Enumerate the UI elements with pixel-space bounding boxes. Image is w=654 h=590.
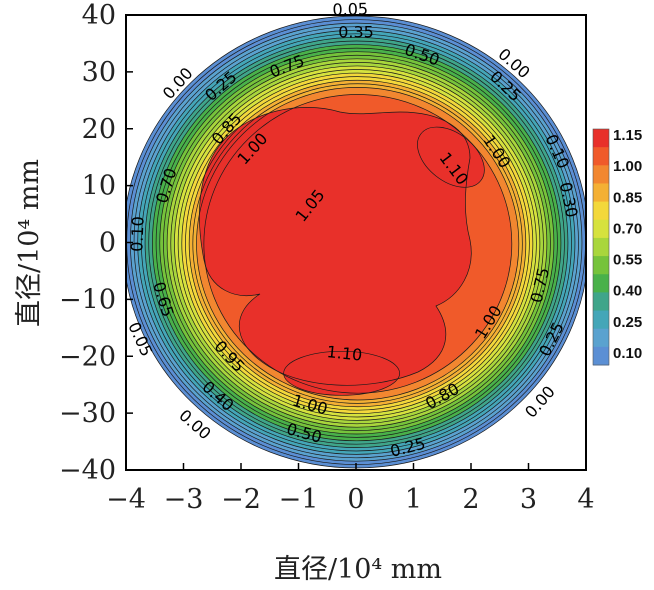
colorbar-segment [593,346,609,366]
colorbar: 1.15 1.00 0.85 0.70 0.55 0.40 0.25 0.10 [592,127,642,366]
colorbar-segment [593,219,609,239]
colorbar-segment [593,310,609,330]
contour-line [196,87,520,401]
colorbar-segment [593,237,609,257]
colorbar-segment [593,256,609,275]
colorbar-tick-label: 0.85 [613,189,642,206]
x-axis: −4 −3 −2 −1 0 1 2 3 4 [106,463,595,515]
colorbar-segment [593,129,609,148]
contour-line [188,79,527,408]
y-axis: 40 30 20 10 0 −10 −20 −30 −40 [59,0,133,486]
contour-line [174,65,541,421]
y-tick-label: −20 [59,341,116,372]
colorbar-tick-label: 0.25 [613,314,642,331]
colorbar-segment [593,328,609,348]
contour-line [159,51,555,435]
contour-label: 1.10 [326,342,363,365]
x-tick-label: −3 [164,484,204,515]
contour-line [181,72,534,414]
contour-line [170,62,544,425]
colorbar-segment [593,201,609,221]
contour-line [163,54,551,431]
colorbar-segment [593,274,609,293]
x-tick-label: −4 [106,484,146,515]
colorbar-tick-label: 0.10 [613,345,642,362]
contour-line [199,107,472,386]
contour-labels: 0.050.350.50 0.000.250.00 0.250.750.851.00… [124,0,581,461]
contour-line [155,47,558,438]
contour-label: 0.05 [332,0,368,19]
contour-line [177,69,537,418]
contour-line [185,76,530,411]
y-tick-label: 30 [82,57,116,88]
colorbar-segment [593,165,609,184]
x-tick-label: 1 [405,484,422,515]
colorbar-tick-label: 1.00 [613,158,642,175]
contour-line [283,350,400,396]
x-tick-label: 4 [577,484,594,515]
contour-line [133,26,579,459]
colorbar-segment [593,183,609,203]
y-tick-label: −10 [59,284,116,315]
x-tick-label: 0 [347,484,364,515]
contour-line [144,37,569,448]
y-tick-label: 10 [82,171,116,202]
y-tick-label: −40 [59,455,116,486]
contour-label: 0.10 [127,216,147,252]
contour-line [141,33,572,452]
contour-band [199,107,472,386]
contour-line [148,40,565,445]
x-tick-label: −2 [221,484,261,515]
y-tick-label: 0 [99,228,116,259]
y-tick-label: 40 [82,0,116,31]
colorbar-tick-label: 0.40 [613,283,642,300]
y-tick-label: −30 [59,398,116,429]
contour-line [417,126,485,188]
colorbar-tick-label: 0.70 [613,220,642,237]
x-tick-label: 3 [520,484,537,515]
colorbar-tick-label: 0.55 [613,252,642,269]
y-tick-label: 20 [82,114,116,145]
contour-line [192,83,523,404]
colorbar-segment [593,147,609,166]
x-tick-label: 2 [462,484,479,515]
y-axis-title: 直径/10⁴ mm [14,159,45,327]
contour-label: 0.35 [338,23,374,42]
contour-line [203,94,513,394]
contour-bands [126,16,586,468]
colorbar-frame [592,128,610,366]
colorbar-tick-label: 1.15 [613,127,642,144]
contour-line [137,29,576,455]
contour-line [166,58,548,428]
colorbar-segment [593,292,609,312]
contour-line [152,44,562,442]
x-tick-label: −1 [279,484,319,515]
x-axis-title: 直径/10⁴ mm [274,554,442,585]
